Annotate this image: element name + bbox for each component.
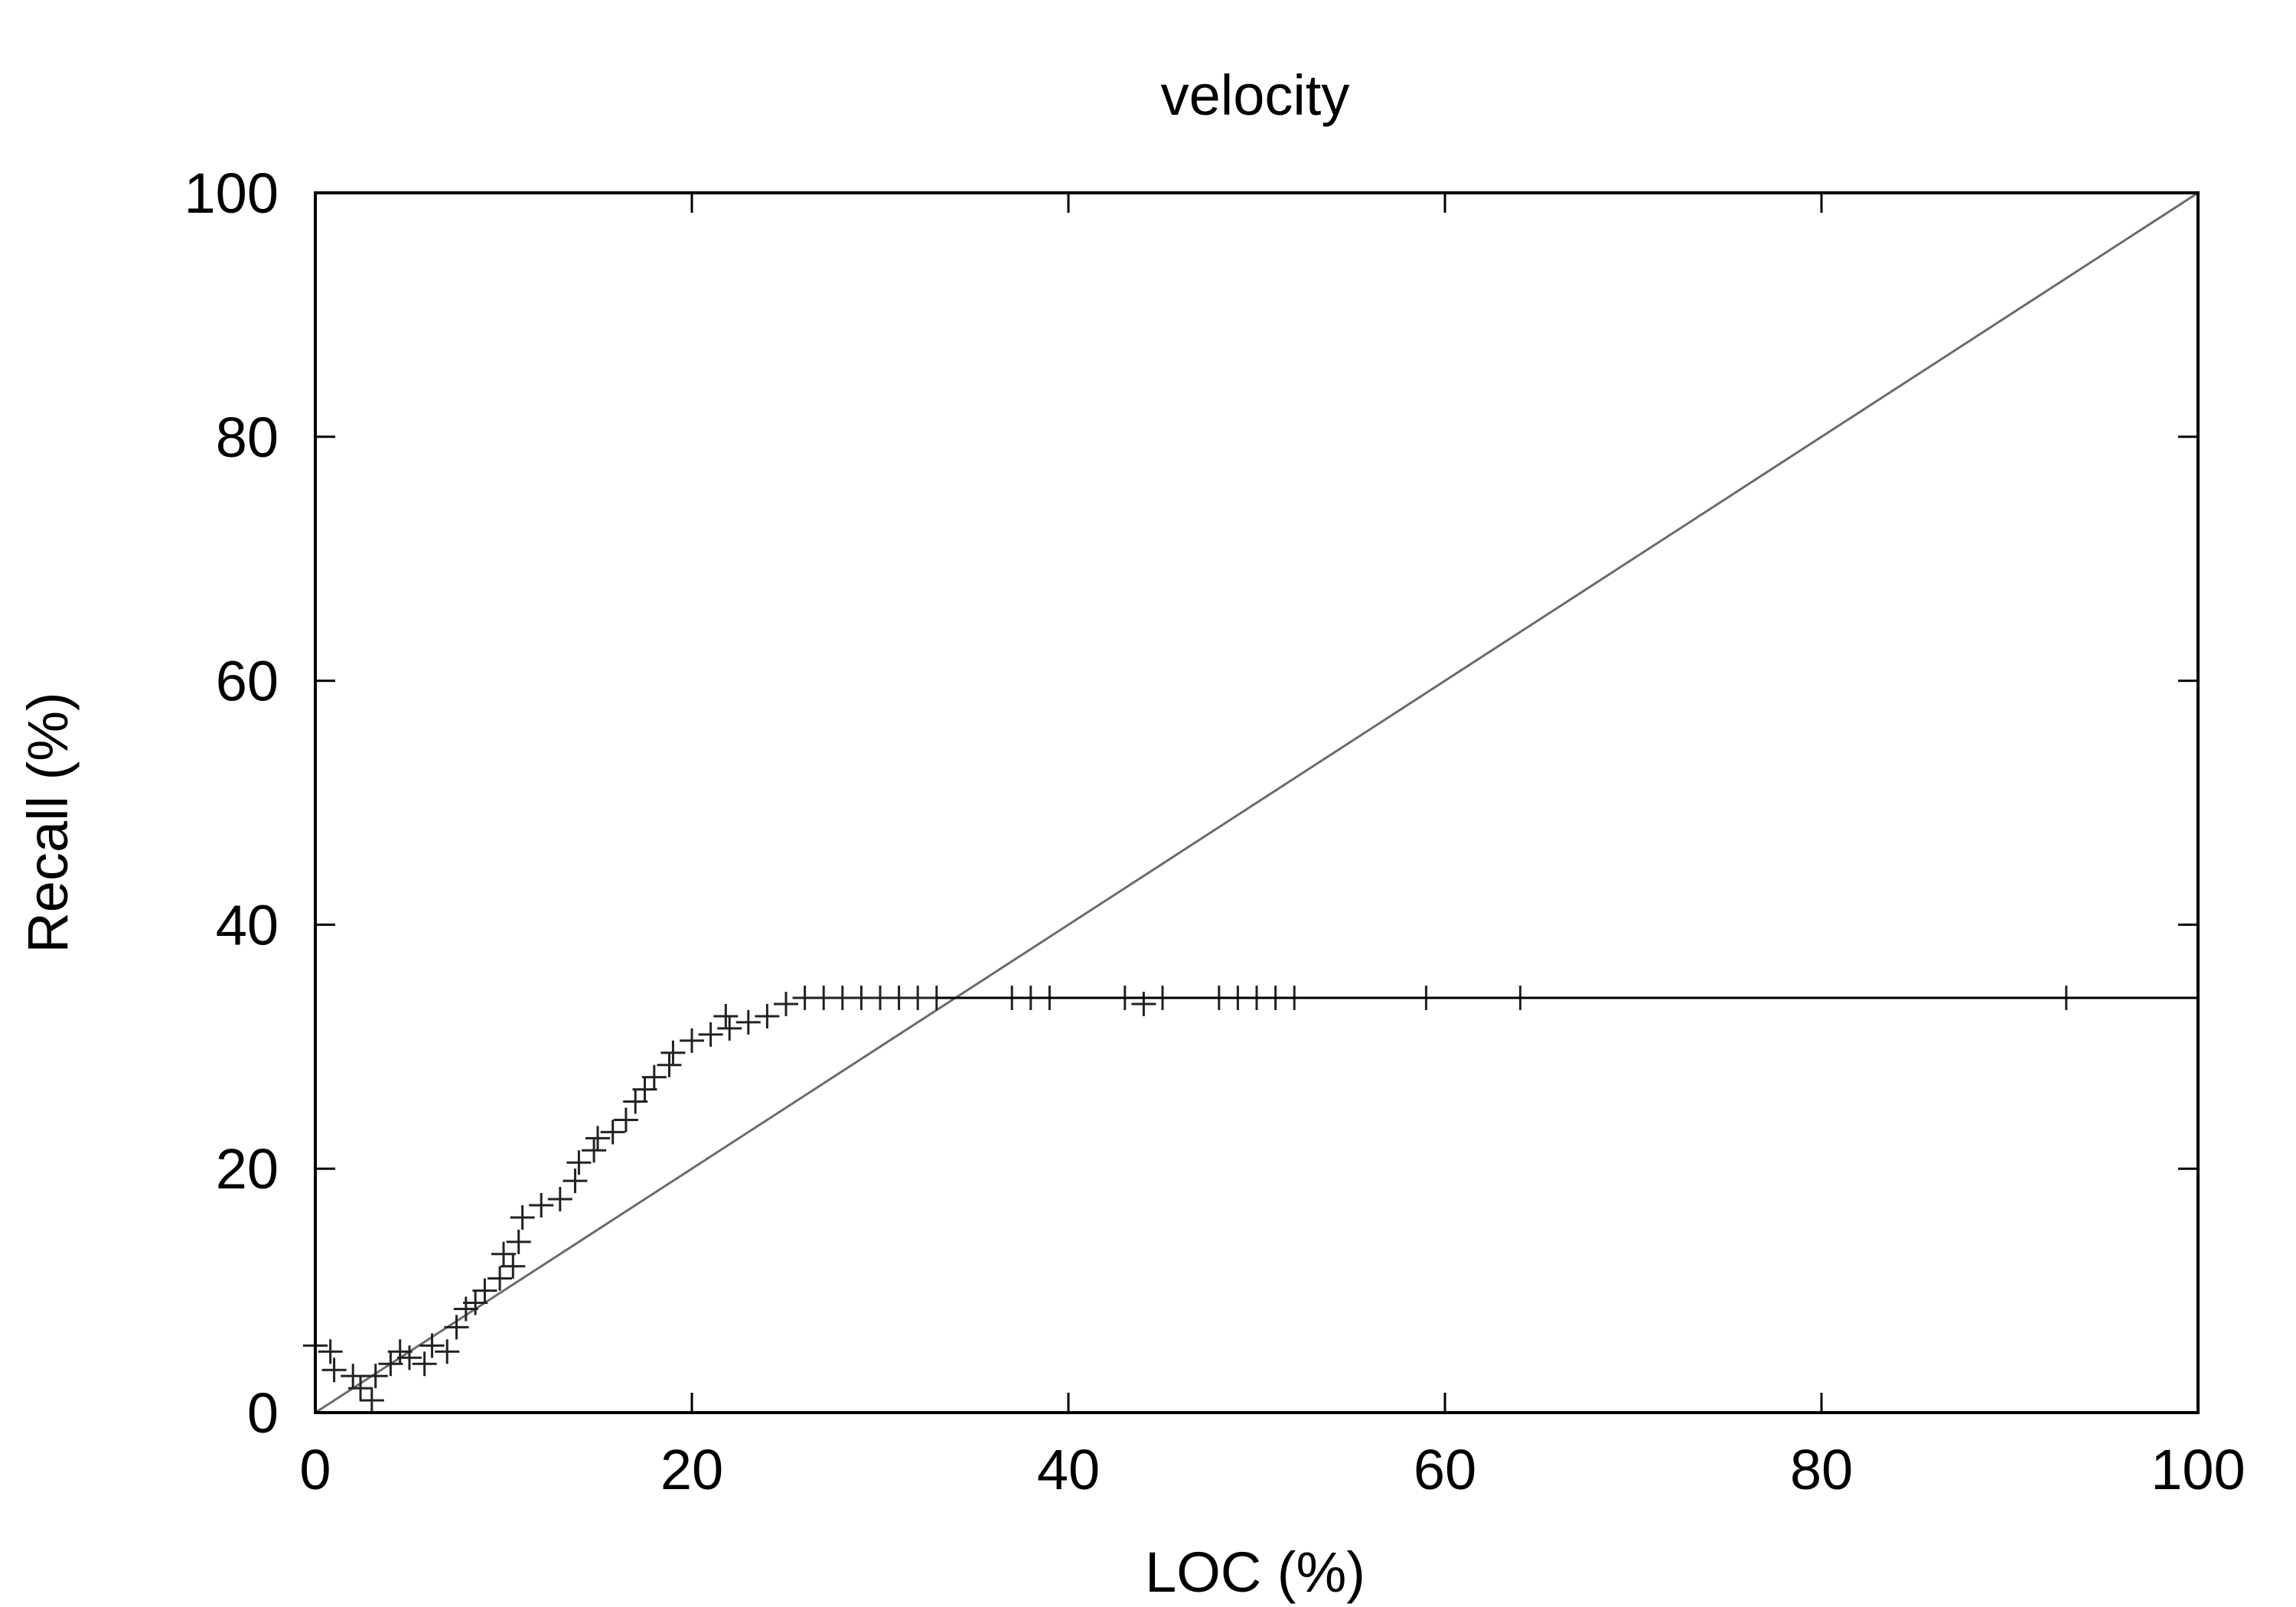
series-0-markers: [303, 986, 2079, 1413]
data-point: [1131, 992, 1156, 1017]
y-tick-label-4: 80: [216, 406, 279, 469]
x-tick-label-1: 20: [660, 1438, 723, 1501]
data-point: [412, 1351, 437, 1377]
x-tick-label-2: 40: [1037, 1438, 1100, 1501]
data-point: [444, 1315, 469, 1340]
data-point: [387, 1339, 413, 1364]
data-point: [435, 1339, 460, 1364]
y-tick-label-3: 60: [216, 650, 279, 713]
data-point: [735, 1009, 761, 1035]
data-point: [632, 1077, 657, 1102]
data-point: [488, 1266, 513, 1291]
data-point: [510, 1204, 535, 1230]
data-point: [623, 1089, 648, 1114]
y-tick-label-2: 40: [216, 893, 279, 957]
y-tick-label-0: 0: [247, 1381, 279, 1445]
data-point: [613, 1107, 638, 1133]
plot-area: 0 20 40 60 80 100 0 20 40 60 80 100: [184, 161, 2245, 1501]
data-point: [397, 1345, 422, 1371]
data-point: [755, 1003, 780, 1028]
data-point: [491, 1241, 516, 1266]
data-point: [472, 1278, 497, 1303]
x-axis-label: LOC (%): [1145, 1540, 1365, 1604]
x-tick-label-5: 100: [2151, 1438, 2245, 1501]
plot-frame: [314, 191, 2200, 1414]
reference-diagonal-line: [315, 191, 2199, 1414]
data-point: [359, 1388, 384, 1413]
data-point: [378, 1351, 403, 1377]
data-point: [713, 1003, 739, 1028]
data-point: [566, 1150, 592, 1175]
data-point: [463, 1290, 488, 1315]
data-point: [453, 1296, 478, 1322]
data-point: [547, 1187, 572, 1212]
data-point: [680, 1028, 704, 1053]
x-tick-label-4: 80: [1790, 1438, 1853, 1501]
data-point: [585, 1126, 610, 1151]
data-point: [641, 1064, 667, 1090]
data-point: [506, 1229, 531, 1254]
y-axis-label: Recall (%): [16, 692, 80, 953]
data-point: [582, 1138, 607, 1163]
data-point: [318, 1339, 343, 1364]
data-point: [657, 1052, 682, 1077]
x-tick-label-3: 60: [1414, 1438, 1476, 1501]
data-point: [563, 1169, 588, 1194]
data-point: [774, 992, 798, 1017]
data-point: [501, 1253, 526, 1279]
data-point: [419, 1333, 445, 1358]
x-tick-label-0: 0: [299, 1438, 331, 1501]
data-point: [348, 1376, 373, 1401]
data-point: [660, 1040, 686, 1065]
chart-title: velocity: [1161, 64, 1350, 127]
data-point: [698, 1022, 723, 1047]
data-point: [363, 1364, 388, 1389]
y-tick-label-1: 20: [216, 1137, 279, 1201]
data-point: [600, 1120, 625, 1145]
data-point: [321, 1358, 347, 1383]
y-tick-label-5: 100: [184, 161, 279, 225]
data-point: [717, 1015, 742, 1041]
data-point: [529, 1193, 554, 1218]
